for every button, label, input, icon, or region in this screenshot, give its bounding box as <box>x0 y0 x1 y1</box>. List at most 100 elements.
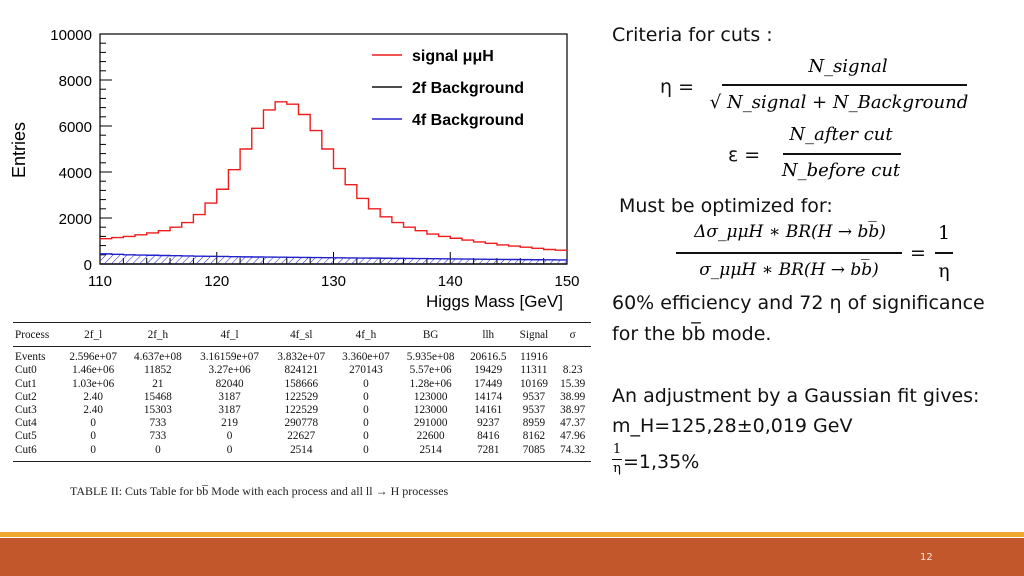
epsilon-numerator: N_after cut <box>789 124 893 145</box>
optimization-rhs-numerator: 1 <box>937 222 951 244</box>
table-cell: 7281 <box>477 443 500 456</box>
table-cell: 4.637e+08 <box>134 351 182 364</box>
table-cell: 733 <box>149 417 167 430</box>
x-tick-label: 110 <box>88 273 112 290</box>
table-cell: 11852 <box>144 364 172 377</box>
table-cell: 824121 <box>284 364 319 377</box>
legend-label: 2f Background <box>412 80 524 97</box>
x-tick-label: 150 <box>554 273 579 290</box>
table-cell: 8959 <box>522 417 546 430</box>
table-cell: 290778 <box>284 417 319 430</box>
x-tick-label: 120 <box>204 273 229 290</box>
efficiency-line-2: for the bb̅ mode. <box>612 323 772 345</box>
eta-lhs: η = <box>660 76 695 98</box>
table-cell: Cut0 <box>15 364 37 377</box>
footer-accent-line <box>0 532 1024 537</box>
table-cell: 2.40 <box>83 390 103 403</box>
table-cell: 11311 <box>520 364 548 377</box>
criteria-heading: Criteria for cuts : <box>612 24 773 46</box>
column-header: BG <box>422 329 439 341</box>
table-header-row: Process 2f_l 2f_h 4f_l 4f_sl 4f_h BG llh Signal σ <box>13 322 591 347</box>
y-tick-label: 0 <box>84 257 92 274</box>
table-cell: 1.28e+06 <box>409 377 452 390</box>
table-cell: 291000 <box>413 417 448 430</box>
optimization-equals: = <box>910 242 926 264</box>
table-cell: 0 <box>226 430 233 443</box>
optimized-heading: Must be optimized for: <box>619 195 833 217</box>
optimization-numerator: Δσ_μμH ∗ BR(H → bb̅) <box>694 222 886 242</box>
inverse-eta-value: =1,35% <box>623 451 700 473</box>
table-row: Cut1 1.03e+06 21 82040 158666 0 1.28e+06 17449 1… <box>13 378 591 391</box>
eta-fraction-bar <box>722 84 967 86</box>
table-row: Cut2 2.40 15468 3187 122529 0 123000 14174 9537 3… <box>13 391 591 404</box>
table-cell: 270143 <box>349 364 383 377</box>
table-cell: 122529 <box>284 390 319 403</box>
series-line-0 <box>100 101 567 251</box>
epsilon-denominator: N_before cut <box>781 160 901 181</box>
table-cell: 0 <box>363 404 369 417</box>
efficiency-line-1: 60% efficiency and 72 η of significance <box>612 292 985 314</box>
eta-denominator: √ N_signal + N_Background <box>709 92 969 113</box>
y-axis-label: Entries <box>9 122 29 178</box>
table-cell: Events <box>15 351 46 364</box>
table-cell: 2514 <box>419 443 442 456</box>
table-row: Cut0 1.46e+06 11852 3.27e+06 824121 270143 5.5… <box>13 364 591 377</box>
eta-numerator: N_signal <box>808 56 888 77</box>
table-cell: 0 <box>363 377 369 390</box>
table-cell: 0 <box>226 443 233 456</box>
series-line-2 <box>100 253 567 261</box>
table-cell: 3.27e+06 <box>208 364 251 377</box>
y-tick-label: 4000 <box>59 165 92 182</box>
epsilon-fraction-bar <box>783 153 901 155</box>
table-cell: 19429 <box>474 364 503 377</box>
higgs-mass-histogram: 0 2000 4000 6000 8000 10000 110 120 130 140 150 En… <box>9 27 580 311</box>
table-cell: 20616.5 <box>470 351 507 364</box>
table-cell: 74.32 <box>560 443 586 456</box>
table-cell: 0 <box>155 443 161 456</box>
table-cell: Cut3 <box>15 404 37 417</box>
table-cell: 0 <box>363 443 369 456</box>
table-cell: 0 <box>363 430 369 443</box>
y-tick-label: 2000 <box>59 211 92 228</box>
table-cell: 9537 <box>522 404 546 417</box>
table-cell: 0 <box>90 443 96 456</box>
table-cell: 15468 <box>143 390 172 403</box>
table-cell: 2.40 <box>83 404 103 417</box>
table-cell: 3187 <box>218 404 241 417</box>
table-row: Cut5 0 733 0 22627 0 22600 8416 8162 47.96 <box>13 430 591 443</box>
table-cell: Cut2 <box>15 390 37 403</box>
legend-label: signal μμH <box>412 48 494 65</box>
higgs-mass-result: m_H=125,28±0,019 GeV <box>612 415 853 437</box>
table-cell: 38.97 <box>560 404 586 417</box>
table-cell: 38.99 <box>560 390 586 403</box>
optimization-rhs-bar <box>935 252 953 254</box>
table-cell: 3.16159e+07 <box>200 351 259 364</box>
table-cell: 3.360e+07 <box>342 351 390 364</box>
optimization-denominator: σ_μμH ∗ BR(H → bb̅) <box>699 260 879 280</box>
table-cell: 1.03e+06 <box>72 377 115 390</box>
table-cell: 9237 <box>477 417 500 430</box>
table-cell: 8162 <box>522 430 546 443</box>
table-row: Cut6 0 0 0 2514 0 2514 7281 7085 74.32 <box>13 444 591 462</box>
table-cell: 219 <box>221 417 238 430</box>
table-cell: Cut6 <box>15 443 37 456</box>
table-cell: 21 <box>152 377 164 390</box>
inverse-eta-numerator: 1 <box>612 442 622 457</box>
table-cell: 8416 <box>477 430 500 443</box>
table-cell: 47.96 <box>560 430 586 443</box>
table-cell: 3187 <box>218 390 241 403</box>
table-cell: 1.46e+06 <box>72 364 115 377</box>
table-cell: 14174 <box>474 390 503 403</box>
optimization-rhs-denominator: η <box>938 260 950 282</box>
table-cell: 9537 <box>522 390 546 403</box>
page-number: 12 <box>920 552 933 563</box>
table-cell: Cut1 <box>15 377 37 390</box>
cuts-table: Process 2f_l 2f_h 4f_l 4f_sl 4f_h BG llh Signal σ… <box>13 322 591 462</box>
table-cell: 22627 <box>287 430 316 443</box>
y-tick-label: 10000 <box>50 27 92 44</box>
footer-bar <box>0 538 1024 576</box>
table-cell: 8.23 <box>562 364 583 377</box>
column-header: 4f_sl <box>290 329 313 341</box>
x-tick-label: 130 <box>321 273 346 290</box>
column-header: llh <box>482 329 495 341</box>
